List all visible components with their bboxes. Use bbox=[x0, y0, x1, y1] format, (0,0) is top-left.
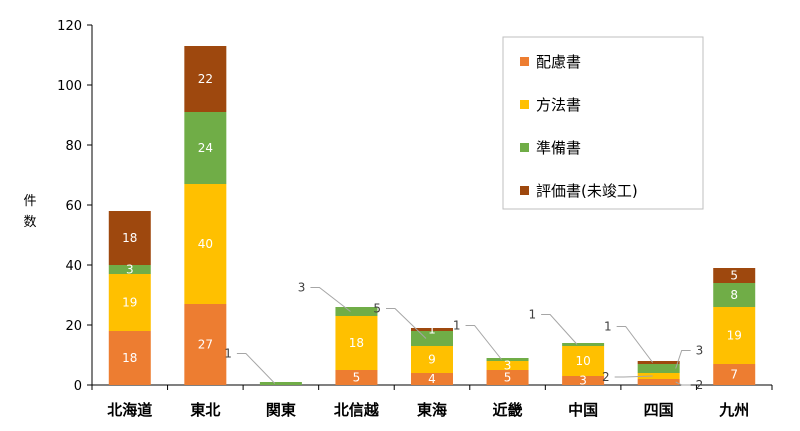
bar-segment bbox=[562, 346, 605, 376]
category-label: 中国 bbox=[568, 401, 598, 419]
data-label: 3 bbox=[126, 263, 134, 277]
data-label: 22 bbox=[198, 72, 213, 86]
bar-segment bbox=[713, 283, 756, 307]
bar-segment bbox=[486, 370, 529, 385]
data-label: 19 bbox=[122, 296, 137, 310]
data-label: 4 bbox=[428, 372, 436, 386]
bar-segment bbox=[486, 361, 529, 370]
data-label: 40 bbox=[198, 237, 213, 251]
data-label: 5 bbox=[504, 371, 512, 385]
bars bbox=[108, 46, 756, 385]
bar-segment bbox=[259, 382, 302, 385]
bar-segment bbox=[335, 316, 378, 370]
bar-segment bbox=[108, 211, 151, 265]
bar-segment bbox=[108, 274, 151, 331]
bar-segment bbox=[637, 361, 680, 364]
category-label: 九州 bbox=[718, 401, 749, 419]
leader-line bbox=[675, 350, 691, 369]
legend-label: 方法書 bbox=[536, 96, 581, 114]
bar-segment bbox=[713, 307, 756, 364]
legend-label: 準備書 bbox=[536, 139, 581, 157]
bar-segment bbox=[108, 265, 151, 274]
bar-segment bbox=[637, 364, 680, 373]
data-label: 19 bbox=[727, 329, 742, 343]
data-label: 7 bbox=[730, 368, 738, 382]
data-label: 5 bbox=[373, 302, 381, 316]
legend-label: 評価書(未竣工) bbox=[536, 182, 638, 200]
bar-segment bbox=[184, 112, 227, 184]
y-axis-label: 件数 bbox=[23, 194, 36, 230]
legend-box bbox=[502, 36, 704, 210]
bar-segment bbox=[108, 331, 151, 385]
leader-line bbox=[616, 326, 654, 363]
bar-segment bbox=[637, 379, 680, 385]
data-label: 27 bbox=[198, 338, 213, 352]
data-label: 1 bbox=[528, 308, 536, 322]
data-label: 18 bbox=[122, 231, 137, 245]
leader-line bbox=[465, 325, 502, 360]
data-label: 5 bbox=[730, 269, 738, 283]
legend-swatch bbox=[520, 143, 529, 152]
data-label: 1 bbox=[224, 347, 232, 361]
category-label: 東海 bbox=[417, 401, 447, 419]
data-label: 5 bbox=[353, 371, 361, 385]
category-label: 四国 bbox=[644, 401, 674, 419]
category-label: 東北 bbox=[190, 401, 220, 419]
data-label: 18 bbox=[349, 336, 364, 350]
legend-label: 配慮書 bbox=[536, 53, 581, 71]
leader-line bbox=[236, 353, 276, 384]
bar-segment bbox=[411, 373, 453, 385]
data-label: 8 bbox=[730, 288, 738, 302]
bar-segment bbox=[562, 343, 605, 346]
data-label: 3 bbox=[696, 344, 704, 358]
data-label: 10 bbox=[575, 354, 590, 368]
data-label: 18 bbox=[122, 351, 137, 365]
bar-segment bbox=[411, 328, 453, 331]
data-label: 3 bbox=[504, 359, 512, 373]
category-label: 北信越 bbox=[334, 401, 380, 419]
y-tick-label: 0 bbox=[74, 379, 82, 394]
y-tick-label: 120 bbox=[57, 19, 82, 34]
data-label: 2 bbox=[696, 378, 704, 392]
data-label: 3 bbox=[579, 374, 587, 388]
category-label: 近畿 bbox=[493, 401, 523, 419]
y-tick-label: 40 bbox=[65, 259, 82, 274]
bar-segment bbox=[411, 346, 453, 373]
data-label: 9 bbox=[428, 353, 436, 367]
bar-segment bbox=[335, 370, 378, 385]
leader-line bbox=[541, 314, 578, 345]
bar-segment bbox=[637, 373, 680, 379]
leader-line bbox=[675, 381, 691, 386]
bar-segment bbox=[486, 358, 529, 361]
data-label: 1 bbox=[453, 319, 461, 333]
bar-segment bbox=[713, 364, 756, 385]
legend-swatch bbox=[520, 57, 529, 66]
y-tick-label: 100 bbox=[57, 79, 82, 94]
legend-swatch bbox=[520, 186, 529, 195]
bar-segment bbox=[184, 304, 227, 385]
y-tick-label: 60 bbox=[65, 199, 82, 214]
bar-segment bbox=[713, 268, 756, 283]
data-label: 1 bbox=[428, 323, 436, 337]
bar-segment bbox=[335, 307, 378, 316]
legend-swatch bbox=[520, 100, 529, 109]
category-label: 関東 bbox=[266, 401, 296, 419]
y-tick-label: 80 bbox=[65, 139, 82, 154]
data-label: 24 bbox=[198, 141, 213, 155]
data-label: 2 bbox=[602, 370, 610, 384]
data-label: 1 bbox=[604, 320, 612, 334]
category-label: 北海道 bbox=[107, 401, 152, 419]
bar-segment bbox=[184, 184, 227, 304]
leader-line bbox=[310, 287, 351, 312]
y-tick-label: 20 bbox=[65, 319, 82, 334]
bar-segment bbox=[562, 376, 605, 385]
leader-line bbox=[614, 375, 653, 378]
leader-line bbox=[386, 308, 427, 339]
bar-segment bbox=[184, 46, 227, 112]
data-label: 3 bbox=[298, 281, 306, 295]
